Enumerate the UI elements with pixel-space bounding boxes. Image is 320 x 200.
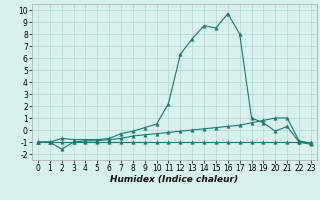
X-axis label: Humidex (Indice chaleur): Humidex (Indice chaleur)	[110, 175, 238, 184]
